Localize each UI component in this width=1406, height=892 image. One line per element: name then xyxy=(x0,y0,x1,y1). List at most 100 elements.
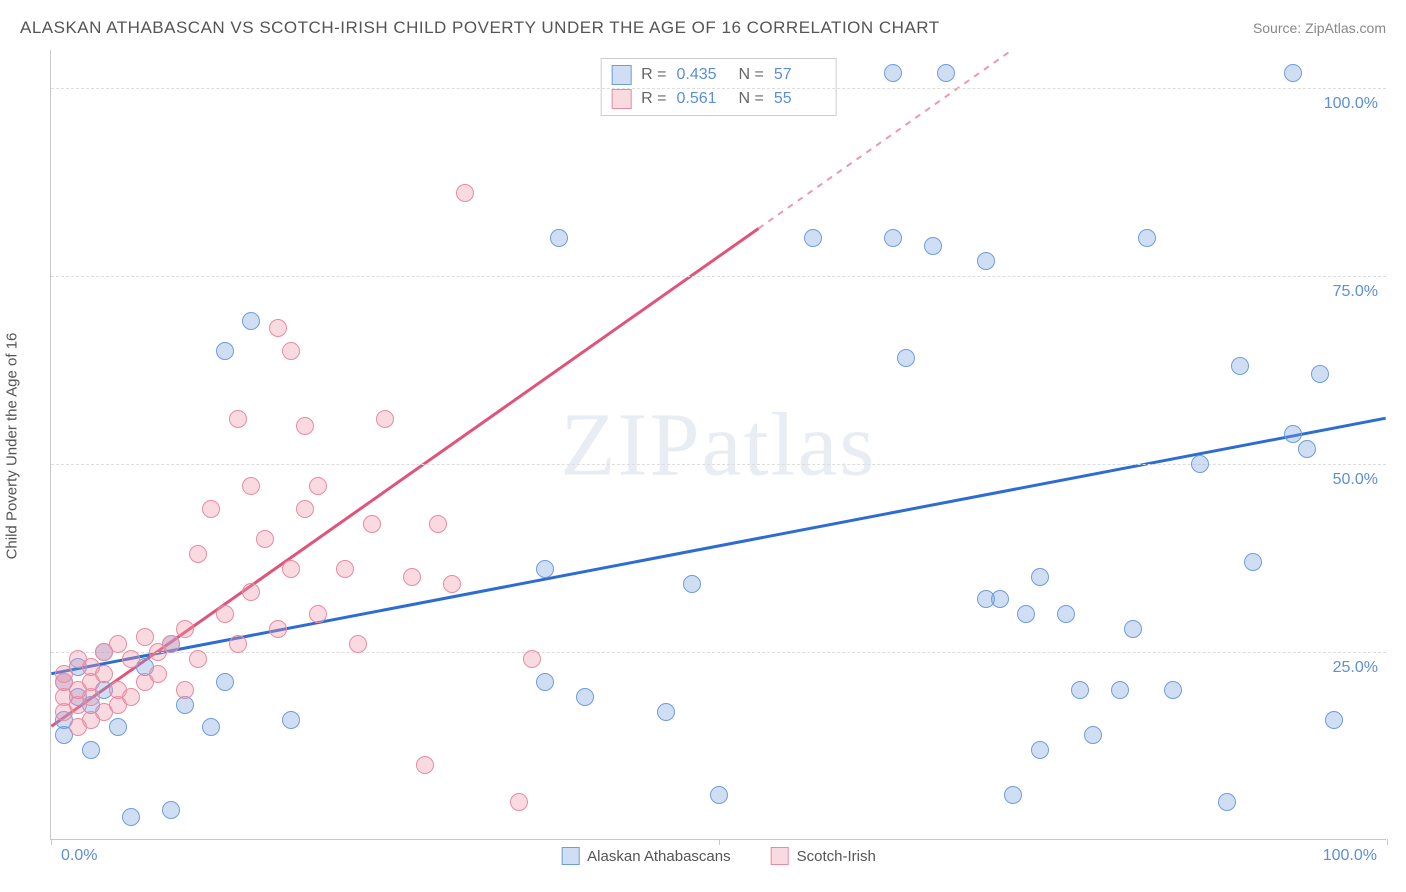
stats-row-1: R = 0.561 N = 55 xyxy=(611,87,826,111)
scatter-point xyxy=(296,500,314,518)
scatter-point xyxy=(216,605,234,623)
gridline xyxy=(51,652,1386,653)
scatter-point xyxy=(282,560,300,578)
scatter-point xyxy=(82,741,100,759)
scatter-point xyxy=(429,515,447,533)
scatter-point xyxy=(122,808,140,826)
scatter-point xyxy=(550,229,568,247)
scatter-point xyxy=(176,620,194,638)
scatter-point xyxy=(363,515,381,533)
gridline xyxy=(51,464,1386,465)
trend-lines xyxy=(51,50,1386,839)
scatter-point xyxy=(336,560,354,578)
scatter-point xyxy=(884,229,902,247)
scatter-point xyxy=(162,635,180,653)
scatter-point xyxy=(202,718,220,736)
scatter-point xyxy=(536,560,554,578)
scatter-point xyxy=(309,605,327,623)
scatter-point xyxy=(216,673,234,691)
scatter-point xyxy=(122,688,140,706)
n-label: N = xyxy=(739,66,764,84)
scatter-point xyxy=(256,530,274,548)
scatter-point xyxy=(95,665,113,683)
scatter-point xyxy=(282,342,300,360)
watermark: ZIPatlas xyxy=(561,393,877,496)
swatch-series-0 xyxy=(611,65,631,85)
x-tick-label-left: 0.0% xyxy=(61,847,97,865)
scatter-point xyxy=(1031,741,1049,759)
scatter-point xyxy=(242,477,260,495)
scatter-point xyxy=(1191,455,1209,473)
scatter-point xyxy=(536,673,554,691)
scatter-point xyxy=(1284,64,1302,82)
scatter-point xyxy=(109,635,127,653)
scatter-point xyxy=(1084,726,1102,744)
scatter-point xyxy=(269,319,287,337)
x-tick xyxy=(719,839,720,845)
r-label: R = xyxy=(641,90,666,108)
scatter-point xyxy=(977,252,995,270)
n-value-1: 55 xyxy=(774,90,826,108)
x-tick xyxy=(1387,839,1388,845)
scatter-point xyxy=(1071,681,1089,699)
scatter-point xyxy=(109,718,127,736)
stats-row-0: R = 0.435 N = 57 xyxy=(611,63,826,87)
scatter-point xyxy=(576,688,594,706)
scatter-point xyxy=(1124,620,1142,638)
r-value-1: 0.561 xyxy=(677,90,729,108)
scatter-point xyxy=(1244,553,1262,571)
scatter-point xyxy=(924,237,942,255)
scatter-point xyxy=(1004,786,1022,804)
scatter-point xyxy=(1284,425,1302,443)
scatter-point xyxy=(55,665,73,683)
scatter-point xyxy=(189,545,207,563)
scatter-point xyxy=(216,342,234,360)
scatter-point xyxy=(710,786,728,804)
scatter-point xyxy=(1017,605,1035,623)
chart-title: ALASKAN ATHABASCAN VS SCOTCH-IRISH CHILD… xyxy=(20,18,940,38)
scatter-point xyxy=(202,500,220,518)
scatter-point xyxy=(937,64,955,82)
scatter-point xyxy=(1325,711,1343,729)
scatter-point xyxy=(176,681,194,699)
scatter-point xyxy=(510,793,528,811)
scatter-point xyxy=(804,229,822,247)
n-value-0: 57 xyxy=(774,66,826,84)
plot-area: ZIPatlas R = 0.435 N = 57 R = 0.561 N = … xyxy=(50,50,1386,840)
y-tick-label: 50.0% xyxy=(1333,471,1378,489)
y-tick-label: 100.0% xyxy=(1324,95,1378,113)
y-tick-label: 25.0% xyxy=(1333,659,1378,677)
scatter-point xyxy=(376,410,394,428)
scatter-point xyxy=(1231,357,1249,375)
scatter-point xyxy=(1164,681,1182,699)
legend-swatch-1 xyxy=(771,847,789,865)
x-tick-label-right: 100.0% xyxy=(1323,847,1377,865)
gridline xyxy=(51,88,1386,89)
scatter-point xyxy=(443,575,461,593)
scatter-point xyxy=(229,635,247,653)
legend-label-1: Scotch-Irish xyxy=(797,848,876,865)
scatter-point xyxy=(1218,793,1236,811)
legend-item-0: Alaskan Athabascans xyxy=(561,847,730,865)
source-label: Source: ZipAtlas.com xyxy=(1253,20,1386,36)
scatter-point xyxy=(884,64,902,82)
scatter-point xyxy=(1311,365,1329,383)
scatter-point xyxy=(309,477,327,495)
y-tick-label: 75.0% xyxy=(1333,283,1378,301)
scatter-point xyxy=(189,650,207,668)
scatter-point xyxy=(242,312,260,330)
scatter-point xyxy=(136,628,154,646)
scatter-point xyxy=(683,575,701,593)
scatter-point xyxy=(242,583,260,601)
scatter-point xyxy=(296,417,314,435)
scatter-point xyxy=(349,635,367,653)
legend-swatch-0 xyxy=(561,847,579,865)
scatter-point xyxy=(1298,440,1316,458)
r-value-0: 0.435 xyxy=(677,66,729,84)
scatter-point xyxy=(149,665,167,683)
legend-label-0: Alaskan Athabascans xyxy=(587,848,730,865)
gridline xyxy=(51,276,1386,277)
scatter-point xyxy=(162,801,180,819)
scatter-point xyxy=(991,590,1009,608)
n-label: N = xyxy=(739,90,764,108)
